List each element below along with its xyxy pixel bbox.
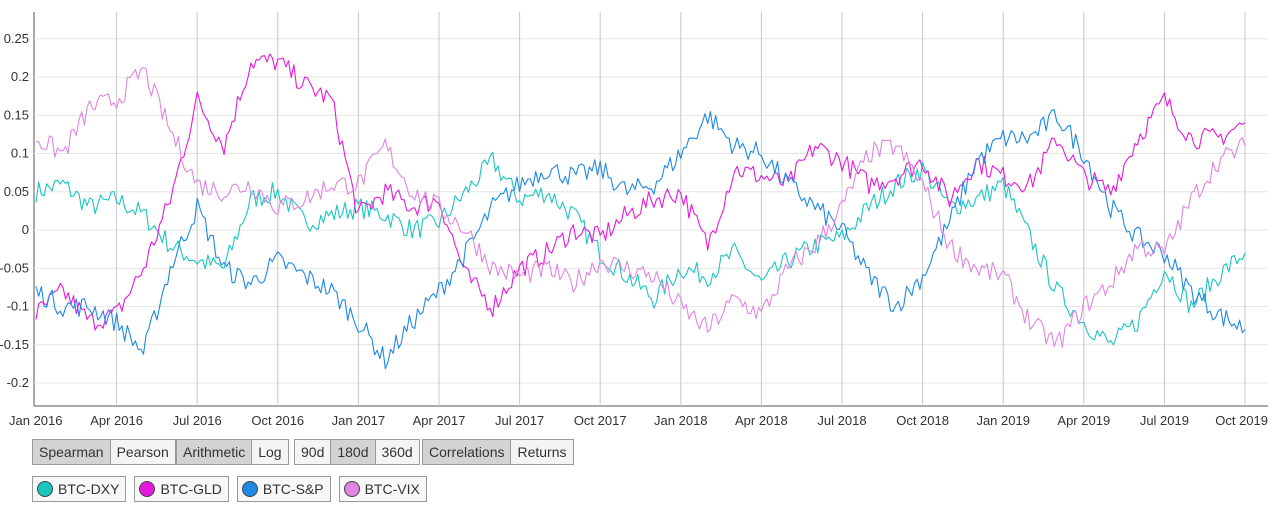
x-tick-label: Jul 2016 <box>173 413 222 428</box>
legend-swatch-icon <box>37 481 53 497</box>
window-180d-button[interactable]: 180d <box>331 440 376 464</box>
legend-item-btc-dxy[interactable]: BTC-DXY <box>32 476 127 502</box>
x-tick-label: Oct 2019 <box>1215 413 1268 428</box>
x-tick-label: Apr 2019 <box>1057 413 1110 428</box>
view-toggle: Correlations Returns <box>422 439 574 465</box>
legend-label: BTC-S&P <box>262 481 324 497</box>
x-tick-label: Jan 2017 <box>332 413 386 428</box>
legend-swatch-icon <box>343 481 360 497</box>
method-toggle: Spearman Pearson <box>32 439 176 465</box>
legend-item-btc-vix[interactable]: BTC-VIX <box>338 476 427 502</box>
correlations-button[interactable]: Correlations <box>423 440 512 464</box>
window-toggle: 90d 180d 360d <box>294 439 420 465</box>
legend-swatch-icon <box>139 481 156 497</box>
x-tick-label: Oct 2017 <box>574 413 627 428</box>
x-tick-label: Jan 2019 <box>976 413 1030 428</box>
y-tick-label: 0.1 <box>11 146 29 161</box>
y-tick-label: -0.2 <box>7 375 29 390</box>
y-tick-label: 0 <box>22 222 29 237</box>
scale-toggle: Arithmetic Log <box>176 439 289 465</box>
correlation-chart: 0.25 0.2 0.15 0.1 0.05 0 -0.05 -0.1 -0.15 -0.2 Ja… <box>0 12 1268 428</box>
y-axis: 0.25 0.2 0.15 0.1 0.05 0 -0.05 -0.1 -0.15 -0.2 <box>0 31 29 390</box>
series-line-btc-s-p <box>35 109 1246 370</box>
arithmetic-button[interactable]: Arithmetic <box>177 440 253 464</box>
series-layer <box>35 53 1246 370</box>
window-360d-button[interactable]: 360d <box>381 444 413 460</box>
y-tick-label: 0.25 <box>4 31 29 46</box>
legend-label: BTC-VIX <box>364 481 420 497</box>
legend: BTC-DXY BTC-GLD BTC-S&P BTC-VIX <box>32 476 427 502</box>
x-tick-label: Apr 2016 <box>90 413 143 428</box>
legend-item-btc-sp[interactable]: BTC-S&P <box>236 476 331 502</box>
x-tick-label: Jan 2018 <box>654 413 708 428</box>
log-button[interactable]: Log <box>258 444 282 460</box>
x-tick-label: Jan 2016 <box>9 413 63 428</box>
x-axis: Jan 2016 Apr 2016 Jul 2016 Oct 2016 Jan 2017… <box>9 413 1268 428</box>
window-90d-button[interactable]: 90d <box>295 440 332 464</box>
x-tick-label: Jul 2018 <box>817 413 866 428</box>
x-tick-label: Jul 2017 <box>495 413 544 428</box>
x-tick-label: Oct 2018 <box>896 413 949 428</box>
y-tick-label: -0.15 <box>0 337 29 352</box>
legend-label: BTC-DXY <box>58 481 120 497</box>
series-line-btc-dxy <box>35 151 1246 346</box>
x-tick-label: Jul 2019 <box>1140 413 1189 428</box>
spearman-button[interactable]: Spearman <box>33 440 111 464</box>
x-tick-label: Apr 2017 <box>413 413 466 428</box>
y-tick-label: -0.05 <box>0 260 29 275</box>
y-tick-label: 0.05 <box>4 184 29 199</box>
pearson-button[interactable]: Pearson <box>116 444 169 460</box>
x-tick-label: Oct 2016 <box>251 413 304 428</box>
grid-layer <box>33 12 1268 407</box>
returns-button[interactable]: Returns <box>517 444 567 460</box>
series-line-btc-gld <box>35 53 1246 331</box>
x-tick-label: Apr 2018 <box>735 413 788 428</box>
legend-label: BTC-GLD <box>160 481 222 497</box>
legend-swatch-icon <box>241 481 258 497</box>
series-line-btc-vix <box>35 66 1246 348</box>
y-tick-label: 0.2 <box>11 69 29 84</box>
y-tick-label: -0.1 <box>7 299 29 314</box>
y-tick-label: 0.15 <box>4 107 29 122</box>
legend-item-btc-gld[interactable]: BTC-GLD <box>134 476 229 502</box>
